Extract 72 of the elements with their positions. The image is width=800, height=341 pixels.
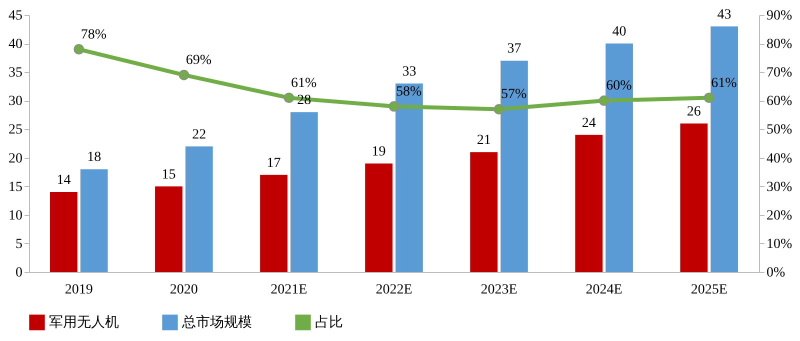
x-tick-label: 2019: [64, 282, 93, 298]
data-label: 15: [162, 167, 176, 182]
y-tick-label: 35: [8, 66, 22, 81]
y2-tick-label: 80%: [766, 37, 792, 52]
point: [598, 95, 610, 106]
y2-tick-label: 60%: [766, 94, 792, 110]
data-label: 58%: [396, 84, 422, 100]
data-label: 78%: [80, 27, 107, 42]
point: [74, 44, 84, 54]
y-tick-label: 20: [8, 151, 22, 166]
y-tick-label: 15: [8, 180, 22, 195]
point: [284, 92, 294, 104]
data-label: 40: [612, 24, 626, 40]
x-tick-label: 2025E: [690, 282, 728, 298]
x-tick-label: 2020: [170, 282, 198, 298]
x-tick-label: 2024E: [586, 282, 622, 298]
data-label: 33: [402, 64, 416, 80]
data-label: 57%: [501, 87, 528, 102]
y-tick-label: 5: [16, 236, 22, 252]
y-tick-label: 30: [8, 94, 22, 110]
data-label: 21: [476, 133, 491, 148]
bar: [710, 26, 738, 272]
legend-label: 总市场规模: [181, 314, 252, 330]
data-label: 37: [507, 42, 522, 57]
point: [704, 92, 714, 104]
bar: [396, 84, 423, 272]
data-label: 17: [266, 156, 281, 171]
bar: [500, 60, 528, 272]
x-tick-label: 2023E: [480, 282, 518, 298]
x-tick-label: 2022E: [376, 282, 412, 298]
y-tick-label: 25: [8, 122, 22, 138]
y2-tick-label: 0%: [766, 266, 786, 280]
point: [388, 101, 400, 112]
data-label: 60%: [606, 78, 632, 94]
y-tick-label: 40: [8, 37, 22, 52]
data-label: 69%: [186, 52, 212, 68]
y2-tick-label: 30%: [766, 180, 792, 195]
y2-tick-label: 90%: [766, 8, 792, 24]
bar: [260, 174, 288, 272]
bar: [606, 44, 633, 272]
bar: [50, 192, 78, 272]
bar: [80, 169, 108, 272]
data-label: 24: [582, 116, 596, 131]
y2-tick-label: 70%: [766, 66, 792, 81]
point: [494, 104, 504, 114]
data-label: 28: [297, 93, 312, 108]
data-label: 26: [686, 104, 701, 120]
bar: [470, 152, 498, 272]
bar: [290, 112, 318, 272]
bar: [575, 134, 603, 272]
data-label: 19: [372, 144, 386, 160]
legend-label: 占比: [315, 314, 343, 330]
y-tick-label: 10: [8, 208, 22, 224]
y2-tick-label: 20%: [766, 208, 792, 224]
data-label: 18: [87, 150, 102, 166]
data-label: 61%: [711, 76, 738, 91]
y-tick-label: 45: [8, 8, 22, 24]
bar: [680, 124, 708, 272]
y-tick-label: 0: [16, 266, 22, 280]
data-label: 14: [56, 173, 71, 188]
point: [178, 70, 190, 80]
bar: [365, 163, 392, 272]
data-label: 43: [717, 7, 732, 22]
bar: [155, 186, 182, 272]
data-label: 22: [192, 127, 206, 142]
y2-tick-label: 10%: [766, 236, 792, 252]
legend-label: 军用无人机: [49, 314, 119, 330]
bar: [185, 146, 213, 272]
y2-tick-label: 50%: [766, 122, 792, 138]
x-tick-label: 2021E: [270, 282, 308, 298]
y2-tick-label: 40%: [766, 151, 792, 166]
data-label: 61%: [290, 76, 317, 91]
